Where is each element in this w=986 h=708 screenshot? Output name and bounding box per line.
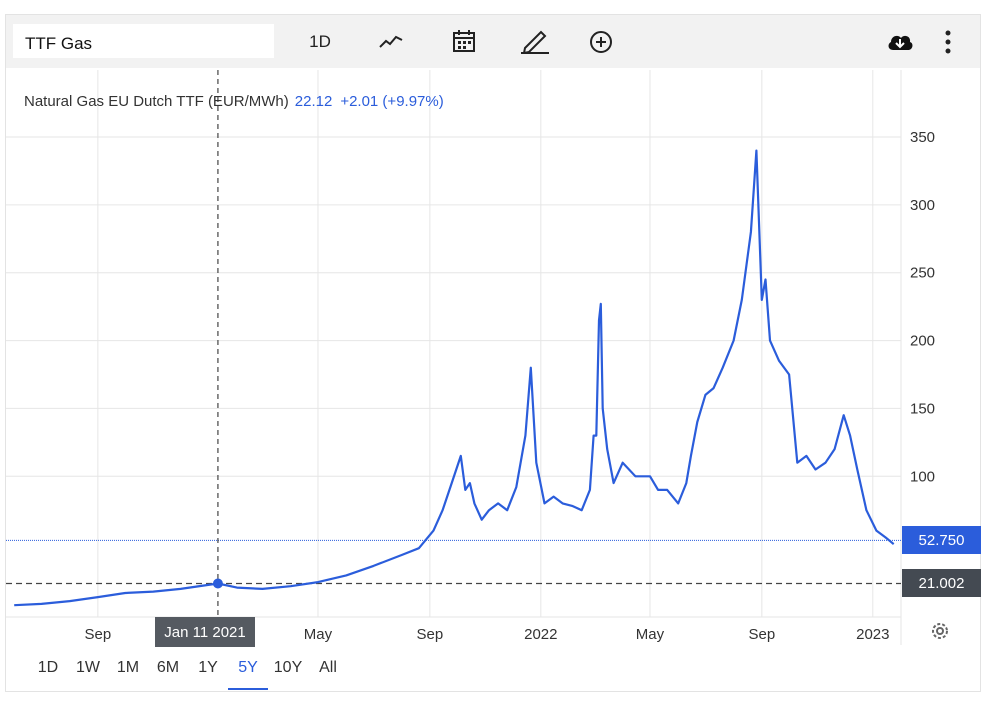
- y-tick-label: 350: [910, 129, 935, 146]
- range-1y[interactable]: 1Y: [198, 659, 218, 676]
- range-1d[interactable]: 1D: [37, 659, 59, 676]
- pencil-icon[interactable]: [518, 26, 552, 56]
- x-tick-label: 2023: [856, 626, 889, 643]
- x-tick-label: May: [304, 626, 333, 643]
- x-tick-label: Sep: [417, 626, 444, 643]
- last-price-tag: 52.750: [902, 526, 981, 555]
- plus-circle-icon[interactable]: [587, 28, 615, 56]
- last-price: 22.12: [294, 93, 333, 110]
- calendar-icon[interactable]: [449, 26, 479, 56]
- range-1m[interactable]: 1M: [116, 659, 140, 676]
- crosshair-date-tag: Jan 11 2021: [155, 617, 255, 647]
- crosshair-value-tag: 21.002: [902, 569, 981, 598]
- chart-widget: [5, 14, 981, 692]
- line-chart-icon[interactable]: [376, 28, 406, 56]
- gear-icon[interactable]: [929, 620, 951, 642]
- y-tick-label: 150: [910, 400, 935, 417]
- x-tick-label: Sep: [85, 626, 112, 643]
- more-vertical-icon[interactable]: [938, 28, 958, 56]
- y-tick-label: 250: [910, 265, 935, 282]
- crosshair-point: [212, 578, 223, 589]
- cloud-download-icon[interactable]: [885, 28, 915, 56]
- y-tick-label: 100: [910, 468, 935, 485]
- y-tick-label: 300: [910, 197, 935, 214]
- range-6m[interactable]: 6M: [156, 659, 180, 676]
- range-5y[interactable]: 5Y: [228, 656, 268, 690]
- range-selector: 1D 1W 1M 6M 1Y 5Y 10Y All: [28, 656, 348, 692]
- instrument-name: Natural Gas EU Dutch TTF (EUR/MWh): [24, 93, 289, 110]
- y-tick-label: 200: [910, 333, 935, 350]
- range-10y[interactable]: 10Y: [273, 659, 303, 676]
- series-line-ttf: [14, 149, 895, 607]
- x-tick-label: May: [636, 626, 665, 643]
- range-1w[interactable]: 1W: [76, 659, 100, 676]
- x-tick-label: Sep: [748, 626, 775, 643]
- interval-button[interactable]: 1D: [309, 32, 331, 51]
- symbol-search-input[interactable]: TTF Gas: [13, 24, 274, 58]
- price-change: +2.01 (+9.97%): [340, 93, 444, 110]
- range-all[interactable]: All: [319, 659, 337, 676]
- chart-legend: Natural Gas EU Dutch TTF (EUR/MWh) 22.12 +…: [24, 93, 444, 110]
- x-tick-label: 2022: [524, 626, 557, 643]
